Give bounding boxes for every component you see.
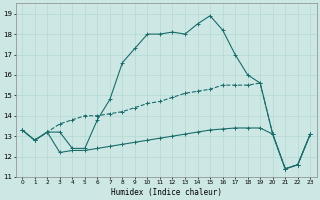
X-axis label: Humidex (Indice chaleur): Humidex (Indice chaleur): [111, 188, 222, 197]
